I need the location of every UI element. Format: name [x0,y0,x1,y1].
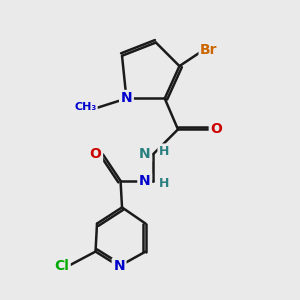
Text: N: N [121,92,132,106]
Text: Br: Br [200,43,218,57]
Text: H: H [159,145,169,158]
Text: N: N [113,259,125,273]
Text: Cl: Cl [54,259,69,273]
Text: CH₃: CH₃ [74,102,96,112]
Text: N: N [139,174,151,188]
Text: N: N [139,147,151,161]
Text: O: O [90,147,101,161]
Text: O: O [210,122,222,136]
Text: H: H [159,177,169,190]
